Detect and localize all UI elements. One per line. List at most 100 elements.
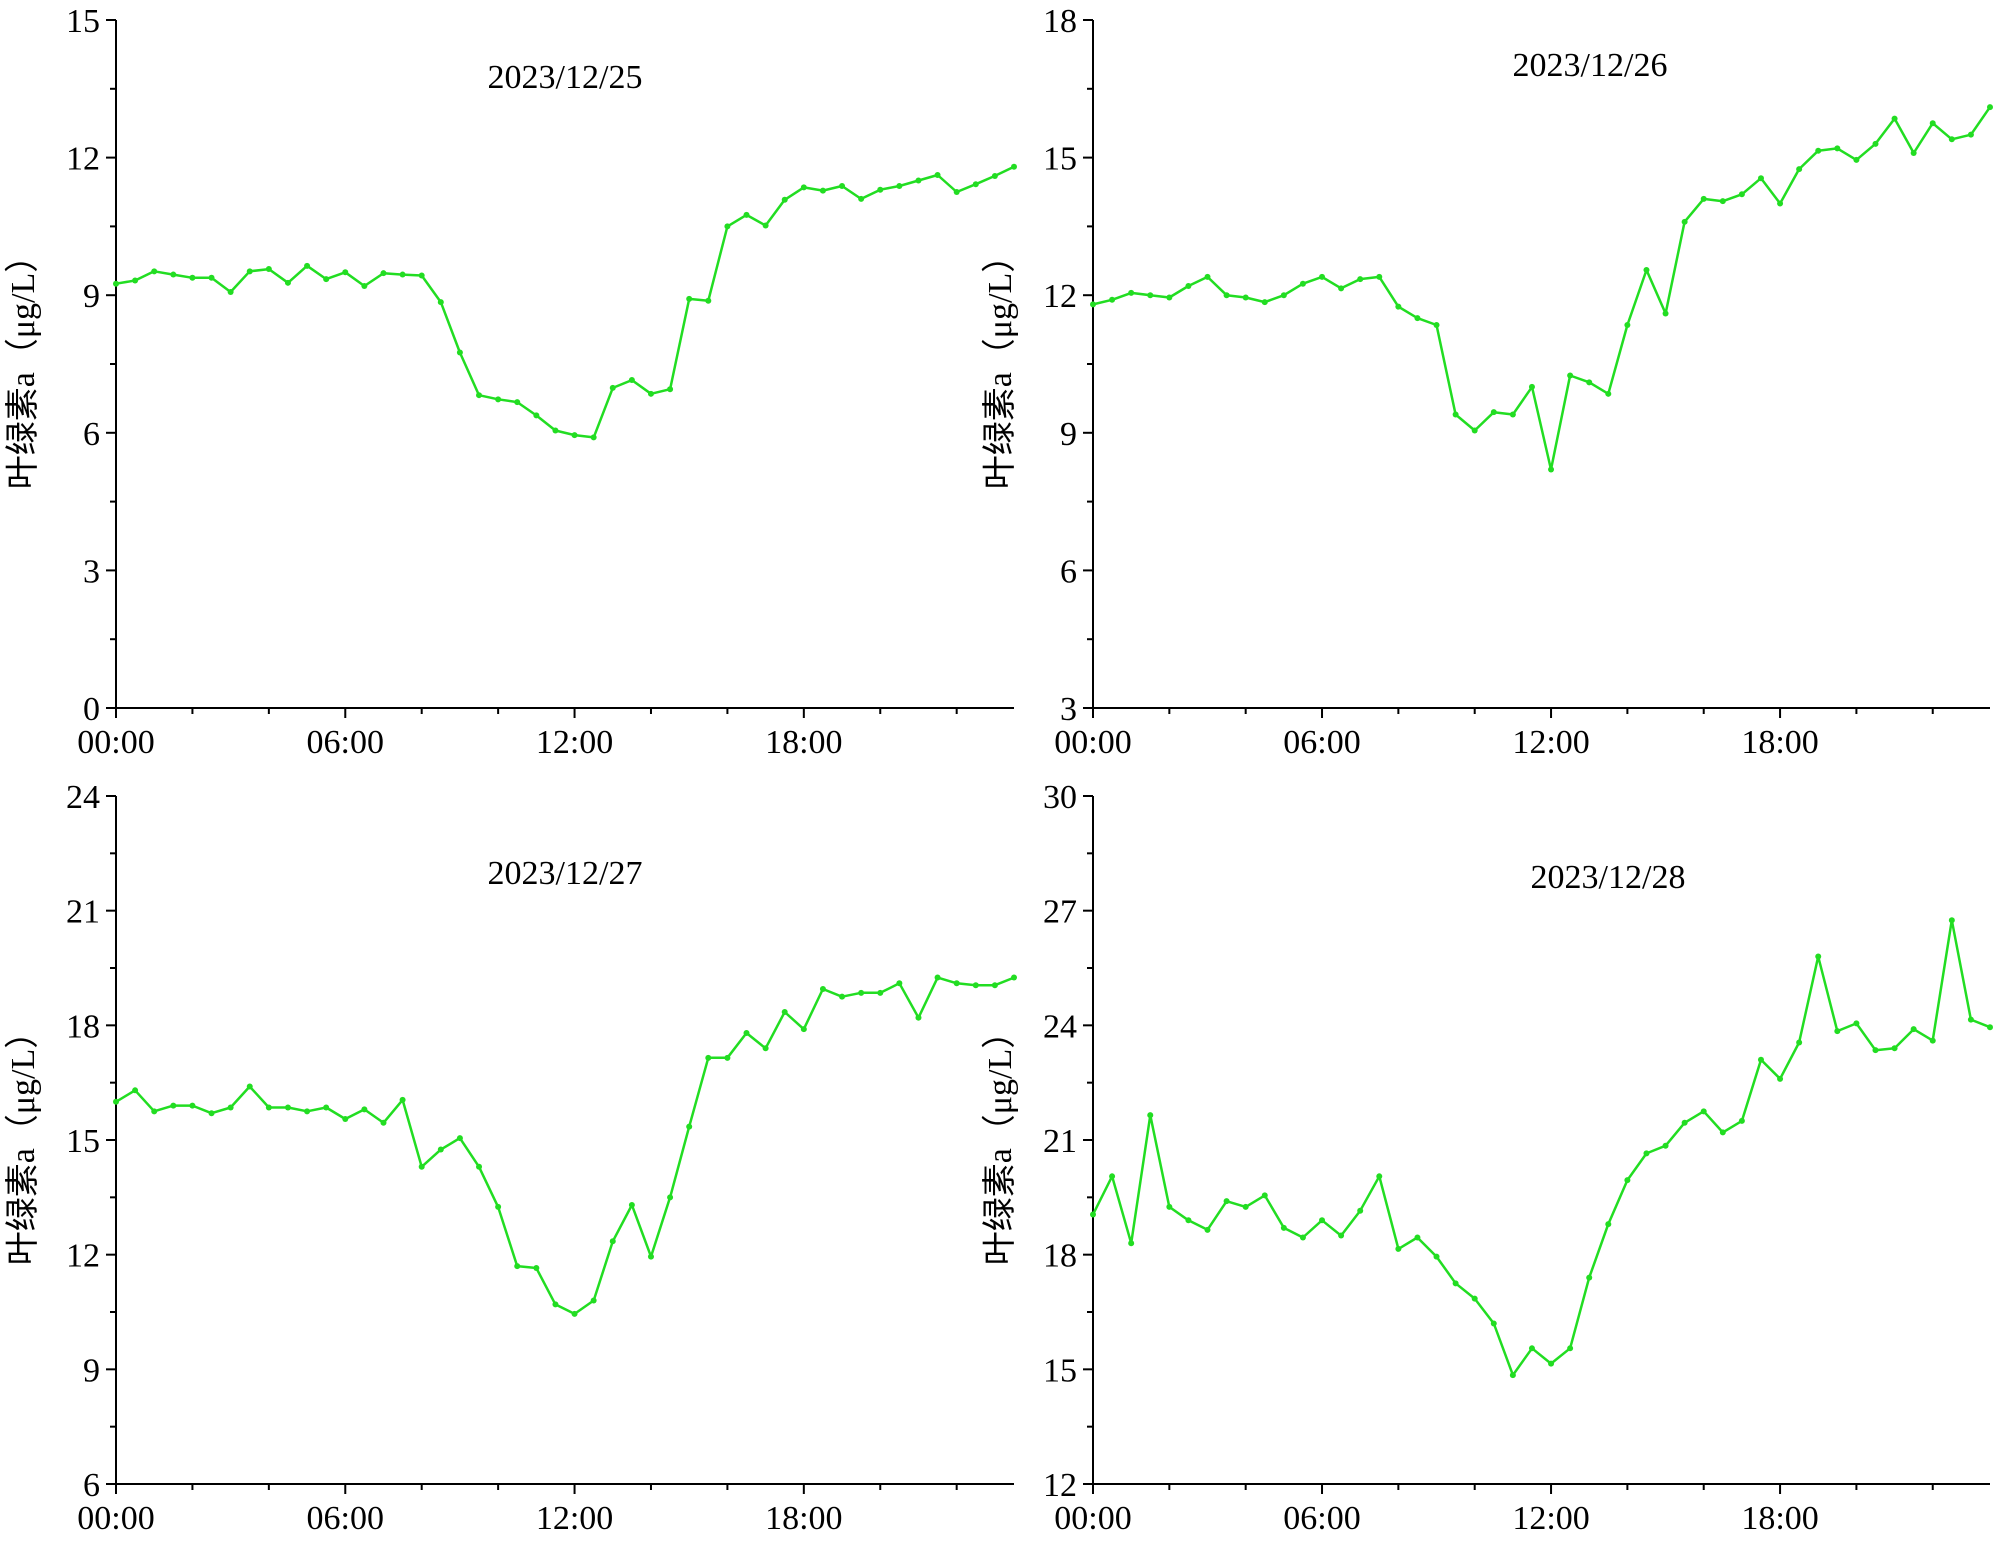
y-tick-label: 3 [83,553,100,590]
data-point [399,1096,406,1103]
data-point [934,974,941,981]
data-point [456,1135,463,1142]
data-point [1166,1203,1173,1210]
data-point [151,1108,158,1115]
x-tick-label: 18:00 [765,1500,842,1537]
data-point [495,1203,502,1210]
series-line [115,976,1015,1316]
chart-panel-1: 0 3 6 9 12 15 00:00 06:00 12:00 18:00 叶绿素a（μg/L） 20… [4,3,1017,761]
data-point [1166,294,1173,301]
data-point [1605,390,1612,397]
data-point [246,1083,253,1090]
data-point [705,297,712,304]
data-point [667,1194,674,1201]
data-point [1204,1226,1211,1233]
data-point [1757,175,1764,182]
data-point [609,1238,616,1245]
data-point [189,274,196,281]
data-point [1395,303,1402,310]
y-tick-label: 15 [66,1123,100,1160]
data-point [1624,1177,1631,1184]
data-point [1872,1047,1879,1054]
data-point [858,195,865,202]
data-point [1490,1320,1497,1327]
data-point [1624,322,1631,329]
data-point [571,432,578,439]
series-line [1092,106,1992,471]
data-point [1777,1075,1784,1082]
data-point [1223,1198,1230,1205]
data-point [1490,409,1497,416]
data-point [284,279,291,286]
data-point [1261,299,1268,306]
data-point [1643,1150,1650,1157]
data-point [1719,1129,1726,1136]
data-point [1948,917,1955,924]
x-tick-label: 12:00 [536,1500,613,1537]
data-point [1548,1360,1555,1367]
data-point [1700,1108,1707,1115]
y-tick-label: 0 [83,691,100,728]
data-point [456,349,463,356]
data-point [877,989,884,996]
data-point [1280,1224,1287,1231]
data-point [896,980,903,987]
data-point [667,386,674,393]
data-point [323,1104,330,1111]
data-point [304,262,311,269]
data-point [1261,1192,1268,1199]
data-point [170,271,177,278]
data-point [342,269,349,276]
data-point [1662,310,1669,317]
x-tick-label: 06:00 [307,724,384,761]
y-tick-label: 9 [83,278,100,315]
data-point [1567,1345,1574,1352]
data-point [514,1263,521,1270]
data-point [1011,974,1017,981]
data-point [552,427,559,434]
data-point [1280,292,1287,299]
data-point [609,384,616,391]
data-point [1395,1245,1402,1252]
data-point [1910,150,1917,157]
data-point [1471,427,1478,434]
data-point [113,1098,119,1105]
data-point [1872,140,1879,147]
data-point [1147,292,1154,299]
data-point [1586,1274,1593,1281]
data-point [113,280,119,287]
chart-panel-3: 6 9 12 15 18 21 24 00:00 06:00 12:00 18:00 叶绿素a（μg/… [4,779,1017,1537]
series-line [1091,918,1991,1377]
data-point [1204,273,1211,280]
chart-panel-2: 3 6 9 12 15 18 00:00 06:00 12:00 18:00 叶绿素a（μg/L） 2… [981,3,1993,761]
y-tick-label: 12 [1043,278,1077,315]
data-point [1242,1203,1249,1210]
data-point [1567,372,1574,379]
data-point [590,434,597,441]
data-point [1853,1020,1860,1027]
data-point [1338,1232,1345,1239]
data-point [1090,301,1096,308]
data-point [1509,411,1516,418]
data-point [1948,136,1955,143]
data-point [132,277,139,284]
data-point [476,392,483,399]
data-point [1357,276,1364,283]
data-point [1319,273,1326,280]
data-point [265,1104,272,1111]
panel-title: 2023/12/25 [488,59,643,96]
data-point [915,1014,922,1021]
data-point [246,268,253,275]
data-point [361,1106,368,1113]
data-point [1528,1345,1535,1352]
data-point [1452,1280,1459,1287]
data-point [1929,120,1936,127]
y-tick-label: 24 [66,779,100,816]
y-tick-label: 27 [1043,894,1077,931]
data-point [781,196,788,203]
data-point [590,1297,597,1304]
y-axis-label: 叶绿素a（μg/L） [981,1015,1019,1266]
data-point [1815,147,1822,154]
data-point [437,299,444,306]
